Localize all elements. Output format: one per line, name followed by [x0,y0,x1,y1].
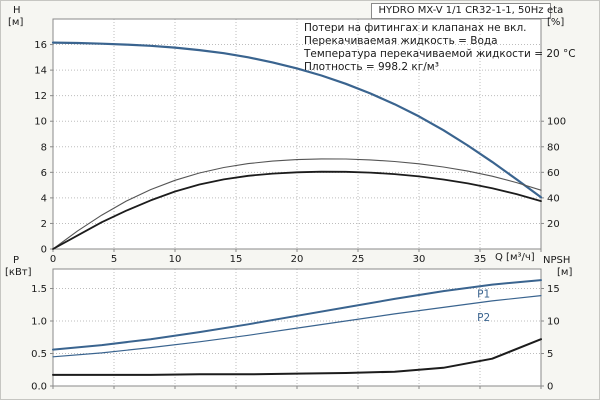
svg-text:0.5: 0.5 [31,349,47,360]
svg-text:35: 35 [474,254,487,265]
svg-text:14: 14 [34,66,47,77]
svg-text:12: 12 [34,91,47,102]
power-axis-unit: [кВт] [5,267,32,278]
svg-text:15: 15 [547,284,560,295]
svg-text:16: 16 [34,40,47,51]
svg-text:10: 10 [34,117,47,128]
npsh-axis-unit: [м] [557,267,573,278]
svg-text:1.5: 1.5 [31,284,47,295]
head-axis-label: H [13,5,21,16]
conditions-note: Потери на фитингах и клапанах не вкл. Пе… [304,22,576,74]
svg-text:P1: P1 [477,289,490,301]
svg-text:25: 25 [352,254,365,265]
svg-text:6: 6 [41,168,47,179]
svg-text:8: 8 [41,142,47,153]
svg-text:80: 80 [547,142,560,153]
svg-text:0: 0 [547,382,553,393]
svg-text:0: 0 [41,245,47,256]
note-line-losses: Потери на фитингах и клапанах не вкл. [304,22,527,34]
flow-axis-label: Q [м³/ч] [495,252,535,263]
svg-text:2: 2 [41,219,47,230]
pump-title: HYDRO MX-V 1/1 CR32-1-1, 50Hz [371,3,551,19]
svg-text:0: 0 [50,254,56,265]
eta-axis-label: eta [547,5,564,16]
svg-text:60: 60 [547,168,560,179]
note-line-density: Плотность = 998.2 кг/м³ [304,61,439,73]
eta-axis-unit: [%] [547,17,565,28]
note-line-liquid: Перекачиваемая жидкость = Вода [304,35,498,47]
svg-text:30: 30 [413,254,426,265]
svg-text:20: 20 [291,254,304,265]
svg-text:P2: P2 [477,312,490,324]
note-line-temperature: Температура перекачиваемой жидкости = 20… [304,48,576,60]
svg-text:20: 20 [547,219,560,230]
power-axis-label: P [13,255,20,266]
svg-text:5: 5 [111,254,117,265]
npsh-axis-label: NPSH [543,255,571,266]
svg-text:1.0: 1.0 [31,317,47,328]
svg-text:0.0: 0.0 [31,382,47,393]
svg-text:10: 10 [169,254,182,265]
svg-text:10: 10 [547,317,560,328]
head-axis-unit: [м] [8,17,24,28]
svg-text:15: 15 [230,254,243,265]
svg-text:5: 5 [547,349,553,360]
svg-text:100: 100 [547,117,566,128]
svg-text:40: 40 [547,193,560,204]
svg-text:4: 4 [41,193,47,204]
